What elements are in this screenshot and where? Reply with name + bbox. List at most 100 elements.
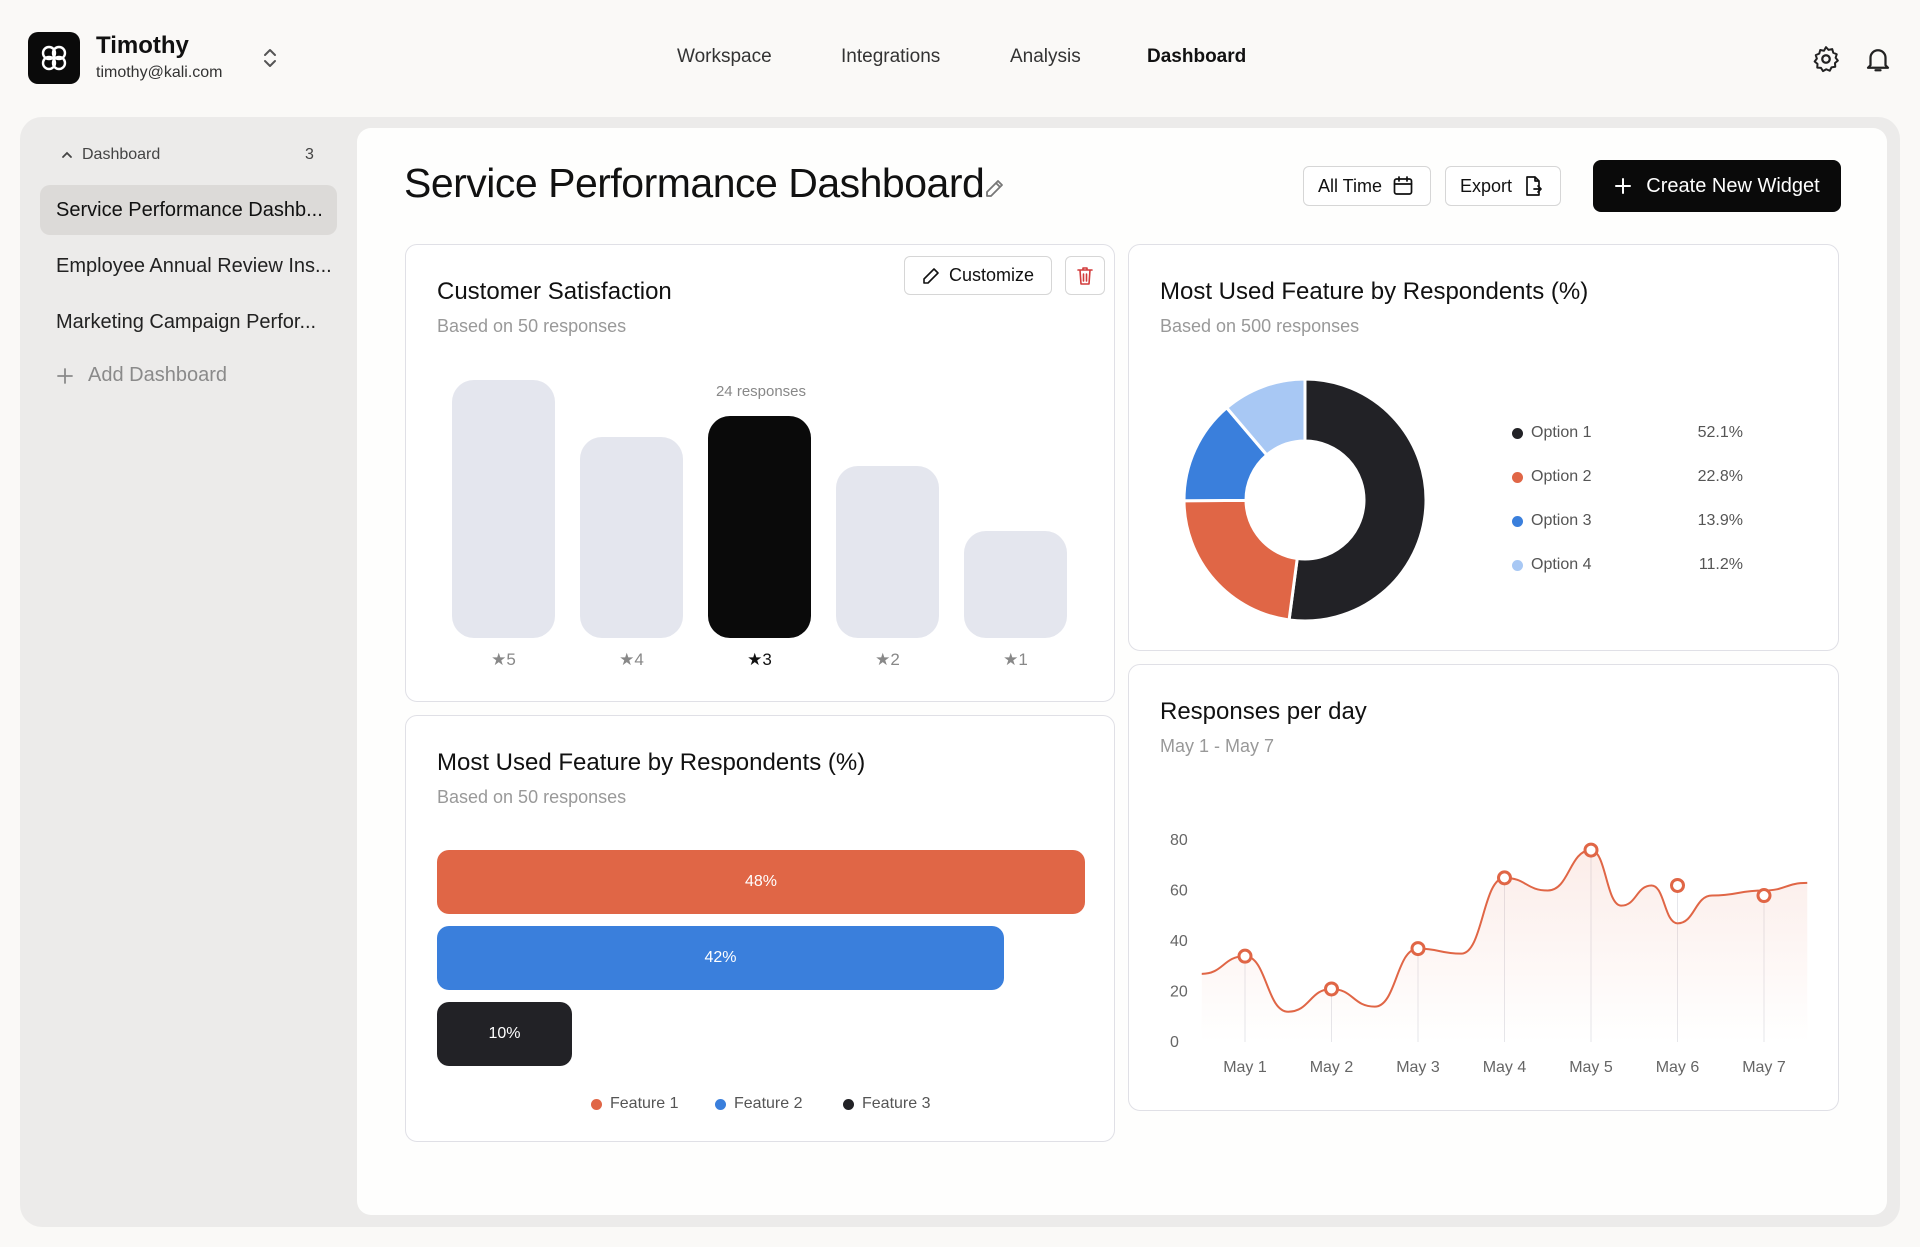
donut-legend-label: Option 3 bbox=[1531, 512, 1592, 529]
nav-integrations[interactable]: Integrations bbox=[841, 46, 941, 67]
sidebar-section-toggle[interactable]: Dashboard bbox=[60, 146, 160, 164]
y-tick-label: 40 bbox=[1170, 933, 1188, 950]
satisfaction-bar-3-star[interactable] bbox=[708, 415, 811, 638]
all-time-filter-button[interactable]: All Time bbox=[1303, 166, 1431, 206]
hbar-feature-3[interactable]: 10% bbox=[437, 1002, 572, 1066]
app-logo[interactable] bbox=[28, 32, 80, 84]
sidebar-count: 3 bbox=[305, 146, 314, 163]
donut-legend-label: Option 4 bbox=[1531, 556, 1592, 573]
sidebar-item-employee-review[interactable]: Employee Annual Review Ins... bbox=[56, 254, 332, 277]
satisfaction-bar-1-star[interactable] bbox=[964, 530, 1067, 638]
feature-donut-title: Most Used Feature by Respondents (%) bbox=[1160, 278, 1589, 305]
line-point-may-4[interactable] bbox=[1497, 870, 1512, 886]
donut-legend-label: Option 1 bbox=[1531, 424, 1592, 441]
y-tick-label: 80 bbox=[1170, 832, 1188, 849]
export-label: Export bbox=[1460, 175, 1513, 196]
line-point-may-3[interactable] bbox=[1410, 941, 1426, 957]
line-point-may-1[interactable] bbox=[1237, 948, 1253, 964]
chevron-up-down-icon[interactable] bbox=[258, 46, 282, 70]
satisfaction-bar-5-star[interactable] bbox=[452, 380, 555, 638]
x-tick-label: May 3 bbox=[1396, 1059, 1440, 1076]
sidebar-item-marketing-campaign[interactable]: Marketing Campaign Perfor... bbox=[56, 310, 317, 333]
legend-dot bbox=[715, 1098, 726, 1110]
all-time-label: All Time bbox=[1318, 175, 1383, 196]
line-point-may-5[interactable] bbox=[1583, 842, 1599, 858]
edit-title-icon[interactable] bbox=[983, 176, 1007, 200]
legend-dot bbox=[1512, 516, 1523, 527]
legend-dot bbox=[1512, 560, 1523, 571]
hbar-feature-1[interactable]: 48% bbox=[437, 850, 1085, 914]
customize-button[interactable]: Customize bbox=[904, 256, 1052, 295]
legend-dot bbox=[843, 1098, 854, 1110]
add-dashboard-button[interactable]: Add Dashboard bbox=[56, 364, 227, 387]
highlighted-bar-label: 24 responses bbox=[715, 383, 807, 400]
add-dashboard-label: Add Dashboard bbox=[88, 364, 227, 386]
nav-dashboard[interactable]: Dashboard bbox=[1147, 46, 1247, 67]
responses-line-chart: 0 20 40 60 80 May 1 May 2 May 3 May 4 May 5 May 6 M… bbox=[1170, 832, 1808, 1076]
donut-legend-value: 52.1% bbox=[1697, 424, 1743, 441]
hbar-legend-item: Feature 1 bbox=[591, 1095, 678, 1113]
legend-dot bbox=[1512, 472, 1523, 483]
responses-line-subtitle: May 1 - May 7 bbox=[1160, 736, 1275, 756]
export-file-icon bbox=[1526, 176, 1542, 196]
legend-dot bbox=[1512, 428, 1523, 439]
feature-donut-chart bbox=[1182, 377, 1428, 623]
donut-legend-value: 11.2% bbox=[1698, 556, 1743, 573]
donut-slice-option-2[interactable] bbox=[1182, 498, 1299, 622]
user-name: Timothy bbox=[96, 32, 189, 59]
donut-legend-label: Option 2 bbox=[1531, 468, 1592, 485]
donut-legend-value: 22.8% bbox=[1697, 468, 1743, 485]
customer-satisfaction-title: Customer Satisfaction bbox=[437, 278, 672, 305]
x-tick-label: May 7 bbox=[1742, 1059, 1786, 1076]
x-tick-label: May 5 bbox=[1569, 1059, 1613, 1076]
calendar-icon bbox=[1393, 176, 1413, 195]
x-tick-label: May 2 bbox=[1310, 1059, 1354, 1076]
sidebar-item-service-performance[interactable]: Service Performance Dashb... bbox=[40, 185, 337, 235]
x-tick-label: May 1 bbox=[1223, 1059, 1267, 1076]
satisfaction-bar-4-star[interactable] bbox=[580, 437, 683, 638]
chevron-up-icon bbox=[62, 151, 72, 158]
feature-hbar-title: Most Used Feature by Respondents (%) bbox=[437, 749, 866, 776]
plus-icon bbox=[1615, 178, 1632, 194]
line-point-may-2[interactable] bbox=[1324, 981, 1339, 997]
y-tick-label: 60 bbox=[1170, 883, 1188, 900]
hbar-feature-2[interactable]: 42% bbox=[437, 926, 1004, 990]
line-area-fill bbox=[1201, 850, 1808, 1042]
delete-widget-button[interactable] bbox=[1065, 256, 1105, 295]
satisfaction-tick-label: ★3 bbox=[747, 650, 772, 669]
hbar-legend-label: Feature 2 bbox=[734, 1095, 803, 1112]
create-new-widget-button[interactable]: Create New Widget bbox=[1593, 160, 1841, 212]
plus-icon bbox=[57, 367, 73, 384]
export-button[interactable]: Export bbox=[1445, 166, 1561, 206]
feature-donut-subtitle: Based on 500 responses bbox=[1160, 316, 1360, 336]
y-tick-label: 0 bbox=[1170, 1034, 1179, 1051]
satisfaction-tick-label: ★4 bbox=[619, 650, 644, 669]
y-tick-label: 20 bbox=[1170, 984, 1188, 1001]
line-point-may-7[interactable] bbox=[1756, 888, 1772, 904]
logo-icon bbox=[41, 45, 67, 71]
hbar-legend-label: Feature 3 bbox=[862, 1095, 931, 1112]
pencil-icon bbox=[923, 267, 939, 284]
x-tick-label: May 6 bbox=[1656, 1059, 1700, 1076]
donut-slice-option-1[interactable] bbox=[1287, 377, 1428, 623]
nav-analysis[interactable]: Analysis bbox=[1010, 46, 1081, 67]
bell-icon[interactable] bbox=[1863, 44, 1893, 74]
donut-slice-option-4[interactable] bbox=[1224, 377, 1307, 458]
donut-legend-value: 13.9% bbox=[1697, 512, 1743, 529]
line-point-may-6[interactable] bbox=[1670, 877, 1685, 893]
settings-gear-icon[interactable] bbox=[1811, 44, 1841, 74]
sidebar-section-label: Dashboard bbox=[82, 146, 161, 163]
satisfaction-tick-label: ★2 bbox=[875, 650, 900, 669]
satisfaction-tick-label: ★5 bbox=[491, 650, 516, 669]
responses-line-title: Responses per day bbox=[1160, 698, 1367, 725]
create-widget-label: Create New Widget bbox=[1646, 174, 1820, 197]
customer-satisfaction-subtitle: Based on 50 responses bbox=[437, 316, 627, 336]
satisfaction-tick-label: ★1 bbox=[1003, 650, 1028, 669]
user-email: timothy@kali.com bbox=[96, 64, 223, 81]
satisfaction-bar-2-star[interactable] bbox=[836, 466, 939, 638]
hbar-legend-item: Feature 3 bbox=[843, 1095, 930, 1113]
legend-dot bbox=[591, 1098, 602, 1110]
hbar-legend-label: Feature 1 bbox=[610, 1095, 679, 1112]
nav-workspace[interactable]: Workspace bbox=[677, 46, 772, 67]
customize-label: Customize bbox=[949, 265, 1035, 285]
